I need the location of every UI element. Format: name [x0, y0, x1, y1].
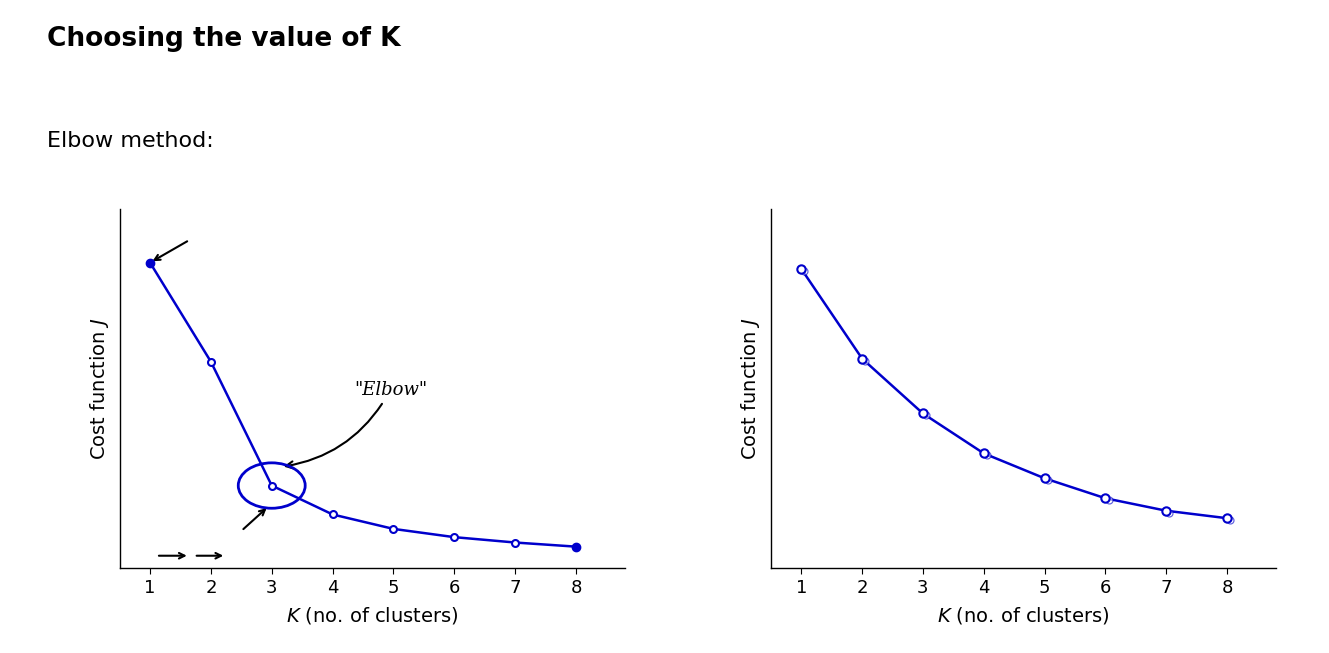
Y-axis label: Cost function $J$: Cost function $J$ — [88, 317, 112, 460]
Y-axis label: Cost function $J$: Cost function $J$ — [739, 317, 763, 460]
Text: Choosing the value of K: Choosing the value of K — [47, 26, 400, 52]
X-axis label: $K$ (no. of clusters): $K$ (no. of clusters) — [286, 605, 459, 626]
Text: Elbow method:: Elbow method: — [47, 131, 213, 151]
X-axis label: $K$ (no. of clusters): $K$ (no. of clusters) — [937, 605, 1110, 626]
Text: "Elbow": "Elbow" — [286, 381, 427, 468]
